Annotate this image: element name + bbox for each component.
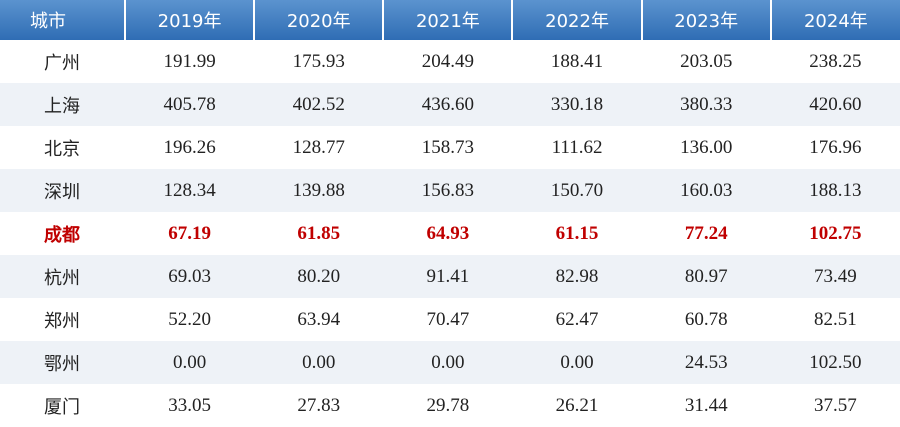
value-cell: 0.00 [302,351,336,373]
value-cell: 0.00 [172,351,207,373]
city-cell: 杭州 [44,267,80,289]
table-row: 郑州 52.20 63.94 70.47 62.47 60.78 82.51 [0,298,900,341]
header-cell: 2022年 [512,0,643,40]
value-cell: 176.96 [809,136,862,158]
value-cell: 70.47 [426,308,470,330]
value-cell: 204.49 [421,50,475,72]
value-cell: 80.97 [684,265,728,287]
city-cell: 北京 [44,138,80,160]
header-cell: 2023年 [641,0,772,40]
header-cell: 2020年 [254,0,385,40]
value-cell: 33.05 [168,394,211,416]
value-cell: 37.57 [814,394,857,416]
value-cell: 196.26 [163,136,216,158]
value-cell: 175.93 [292,50,345,72]
value-cell: 0.00 [431,351,465,373]
value-cell: 158.73 [421,136,475,158]
value-cell: 24.53 [684,351,728,373]
table-row: 鄂州 0.00 0.00 0.00 0.00 24.53 102.50 [0,341,900,384]
table-row: 杭州 69.03 80.20 91.41 82.98 80.97 73.49 [0,255,900,298]
value-cell: 64.93 [426,222,470,244]
table-row: 深圳 128.34 139.88 156.83 150.70 160.03 188.13 [0,169,900,212]
value-cell: 27.83 [297,394,341,416]
value-cell: 82.98 [555,265,599,287]
table-row: 上海 405.78 402.52 436.60 330.18 380.33 420.60 [0,83,900,126]
value-cell: 61.15 [555,222,599,244]
header-row: 城市 2019年 2020年 2021年 2022年 2023年 2024年 [0,0,900,40]
table-row: 北京 196.26 128.77 158.73 111.62 136.00 176.96 [0,126,900,169]
value-cell: 0.00 [560,351,594,373]
value-cell: 160.03 [680,179,733,201]
value-cell: 111.62 [551,136,603,158]
city-cell: 广州 [44,52,80,74]
city-cell: 鄂州 [44,353,80,375]
header-cell: 城市 [0,0,126,40]
city-cell: 上海 [44,95,80,117]
city-cell: 厦门 [44,396,80,418]
city-cell: 郑州 [44,310,80,332]
header-cell: 2024年 [770,0,900,40]
value-cell: 139.88 [292,179,345,201]
value-cell: 73.49 [814,265,857,287]
value-cell: 136.00 [680,136,733,158]
value-cell: 191.99 [163,50,216,72]
value-cell: 82.51 [814,308,857,330]
value-cell: 77.24 [684,222,728,244]
city-cell: 成都 [44,224,80,246]
value-cell: 436.60 [421,93,475,115]
value-cell: 156.83 [421,179,475,201]
value-cell: 203.05 [680,50,733,72]
table-row: 厦门 33.05 27.83 29.78 26.21 31.44 37.57 [0,384,900,427]
value-cell: 69.03 [168,265,211,287]
table-row: 广州 191.99 175.93 204.49 188.41 203.05 238.25 [0,40,900,83]
value-cell: 102.50 [809,351,862,373]
value-cell: 128.77 [292,136,345,158]
value-cell: 29.78 [426,394,470,416]
header-cell: 2019年 [125,0,256,40]
value-cell: 102.75 [809,222,862,244]
city-cell: 深圳 [44,181,80,203]
value-cell: 402.52 [292,93,345,115]
value-cell: 80.20 [297,265,341,287]
value-cell: 188.41 [550,50,604,72]
value-cell: 238.25 [809,50,862,72]
value-cell: 405.78 [163,93,216,115]
header-cell: 2021年 [383,0,514,40]
value-cell: 128.34 [163,179,216,201]
value-cell: 52.20 [168,308,211,330]
value-cell: 150.70 [550,179,604,201]
value-cell: 330.18 [550,93,604,115]
value-cell: 380.33 [680,93,733,115]
value-cell: 63.94 [297,308,341,330]
value-cell: 26.21 [555,394,599,416]
table-body: 广州 191.99 175.93 204.49 188.41 203.05 238.25 上海… [0,40,900,427]
table-row: 成都 67.19 61.85 64.93 61.15 77.24 102.75 [0,212,900,255]
value-cell: 61.85 [297,222,341,244]
value-cell: 420.60 [809,93,862,115]
value-cell: 60.78 [684,308,728,330]
value-cell: 67.19 [168,222,211,244]
value-cell: 91.41 [426,265,470,287]
value-cell: 31.44 [684,394,728,416]
value-cell: 188.13 [809,179,862,201]
value-cell: 62.47 [555,308,599,330]
